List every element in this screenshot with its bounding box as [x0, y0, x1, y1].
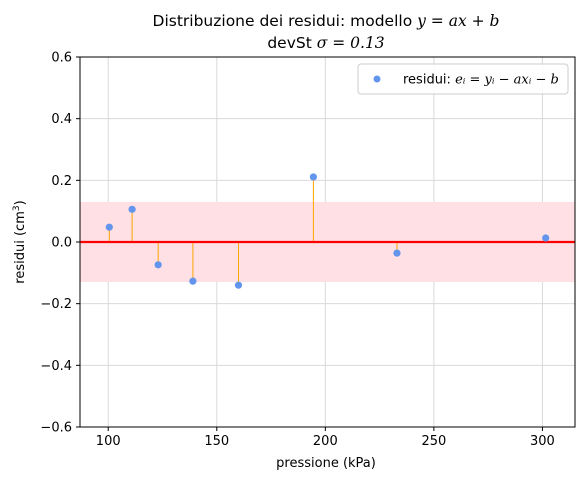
- y-tick-label: −0.6: [40, 421, 72, 436]
- residual-point: [393, 249, 401, 257]
- y-tick-label: 0.0: [51, 236, 72, 251]
- x-tick-label: 100: [96, 434, 121, 449]
- x-tick-label: 200: [313, 434, 338, 449]
- legend-marker: [373, 75, 381, 83]
- y-axis-ticks: −0.6 −0.4 −0.2 0.0 0.2 0.4 0.6: [40, 51, 80, 436]
- x-tick-label: 300: [530, 434, 555, 449]
- legend-label: residui: eᵢ = yᵢ − axᵢ − b: [403, 73, 559, 88]
- residual-point: [542, 234, 550, 242]
- residual-point: [309, 173, 317, 181]
- x-tick-label: 250: [421, 434, 446, 449]
- legend: residui: eᵢ = yᵢ − axᵢ − b: [357, 63, 569, 95]
- y-tick-label: 0.6: [51, 51, 72, 66]
- y-tick-label: 0.4: [51, 112, 72, 127]
- y-tick-label: 0.2: [51, 174, 72, 189]
- x-axis-ticks: 100 150 200 250 300: [96, 427, 555, 449]
- residual-point: [154, 261, 162, 269]
- x-tick-label: 150: [204, 434, 229, 449]
- chart-title-line2: devSt σ = 0.13: [267, 34, 384, 52]
- y-tick-label: −0.4: [40, 359, 72, 374]
- residual-point: [189, 277, 197, 285]
- y-tick-label: −0.2: [40, 297, 72, 312]
- residual-points: [105, 173, 550, 289]
- y-axis-label: residui (cm3): [12, 200, 28, 283]
- legend-box: [357, 63, 569, 95]
- x-axis-label: pressione (kPa): [276, 456, 376, 471]
- residual-point: [128, 205, 136, 213]
- residual-point: [234, 281, 243, 289]
- residual-point: [105, 223, 113, 231]
- chart-title-line1: Distribuzione dei residui: modello y = a…: [153, 12, 500, 30]
